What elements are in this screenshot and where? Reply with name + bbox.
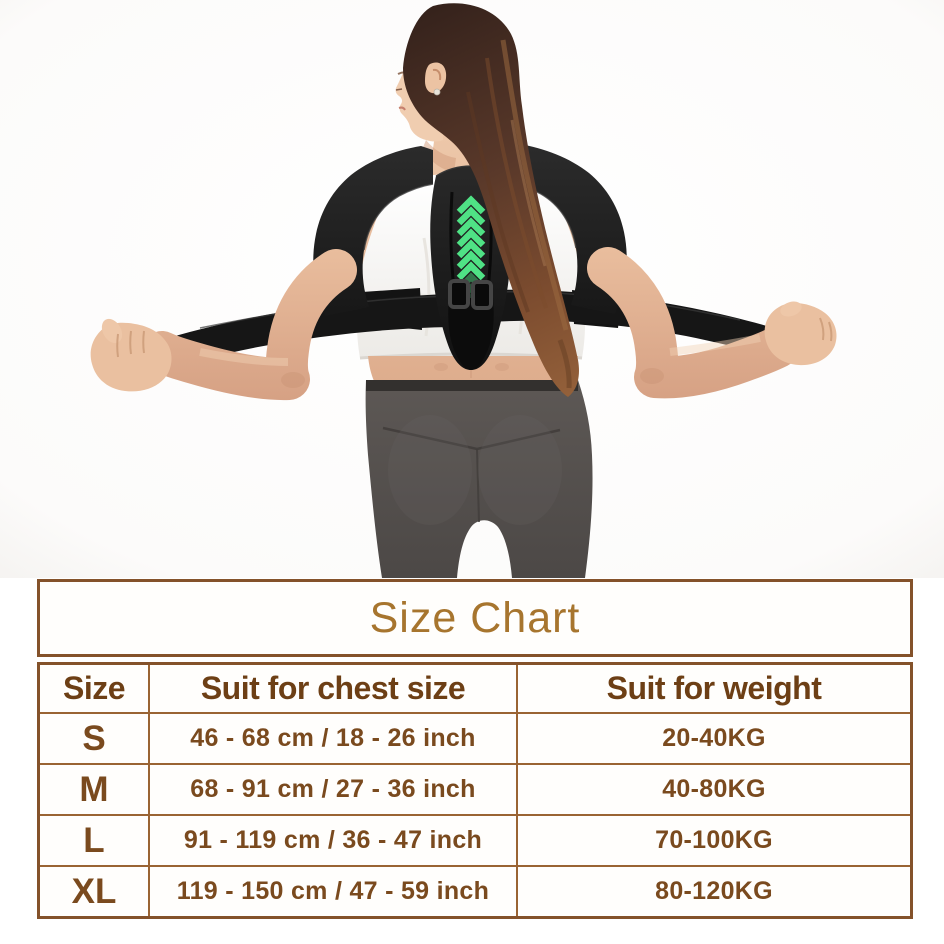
leggings <box>365 380 593 578</box>
pad-stitch-left <box>363 183 434 251</box>
left-knuckles <box>116 330 145 358</box>
leggings-highlight <box>388 415 472 525</box>
back-dimple <box>495 363 509 371</box>
back-dimple <box>434 363 448 371</box>
ear <box>425 62 447 94</box>
hair <box>403 3 579 397</box>
table-row: M 68 - 91 cm / 27 - 36 inch 40-80KG <box>40 763 910 814</box>
right-arm <box>587 247 799 399</box>
neck-shadow <box>422 140 456 172</box>
size-chart-title-box: Size Chart <box>37 579 913 657</box>
hair-strand <box>557 339 572 389</box>
arm-highlight <box>199 348 289 366</box>
earring <box>433 88 441 96</box>
size-chart-section: Size Chart Size Suit for chest size Suit… <box>37 579 913 919</box>
table-row: XL 119 - 150 cm / 47 - 59 inch 80-120KG <box>40 865 910 916</box>
size-value: M <box>40 765 150 814</box>
size-value: XL <box>40 867 150 916</box>
chest-value: 46 - 68 cm / 18 - 26 inch <box>150 714 518 763</box>
size-chart-title: Size Chart <box>369 593 581 642</box>
hair-strand <box>466 91 530 313</box>
arm-highlight <box>669 334 761 356</box>
size-chart-table: Size Suit for chest size Suit for weight… <box>37 662 913 919</box>
right-knuckles <box>819 317 833 342</box>
weight-value: 80-120KG <box>655 877 773 905</box>
panel-flap <box>448 298 494 370</box>
arms <box>90 247 837 401</box>
strap-buckles <box>448 279 493 310</box>
chest-value: 91 - 119 cm / 36 - 47 inch <box>150 816 518 865</box>
column-header-size: Size <box>40 665 150 712</box>
weight-value: 40-80KG <box>662 775 766 803</box>
column-header-chest: Suit for chest size <box>150 665 518 712</box>
ear-inner <box>432 68 442 81</box>
column-header-weight: Suit for weight <box>606 670 822 706</box>
size-value: L <box>40 816 150 865</box>
lips-line <box>398 106 406 111</box>
hair-strand <box>510 119 547 267</box>
weight-value: 70-100KG <box>655 826 773 854</box>
eyelash-line <box>395 88 403 91</box>
leggings-highlight <box>478 415 562 525</box>
right-fist <box>764 302 837 366</box>
table-row: L 91 - 119 cm / 36 - 47 inch 70-100KG <box>40 814 910 865</box>
hair-strand <box>500 39 569 331</box>
leggings-waistband <box>366 380 578 391</box>
elbow-shadow <box>640 368 664 384</box>
table-header-row: Size Suit for chest size Suit for weight <box>40 665 910 712</box>
leggings-center-seam <box>476 448 480 523</box>
chest-value: 119 - 150 cm / 47 - 59 inch <box>150 867 518 916</box>
product-photo <box>0 0 944 578</box>
hair-strand <box>485 57 548 309</box>
elbow-shadow <box>281 372 305 388</box>
size-value: S <box>40 714 150 763</box>
chest-value: 68 - 91 cm / 27 - 36 inch <box>150 765 518 814</box>
table-row: S 46 - 68 cm / 18 - 26 inch 20-40KG <box>40 712 910 763</box>
hair-mass <box>403 3 579 397</box>
weight-value: 20-40KG <box>662 724 766 752</box>
left-arm <box>141 249 357 401</box>
right-thumb <box>780 301 802 317</box>
